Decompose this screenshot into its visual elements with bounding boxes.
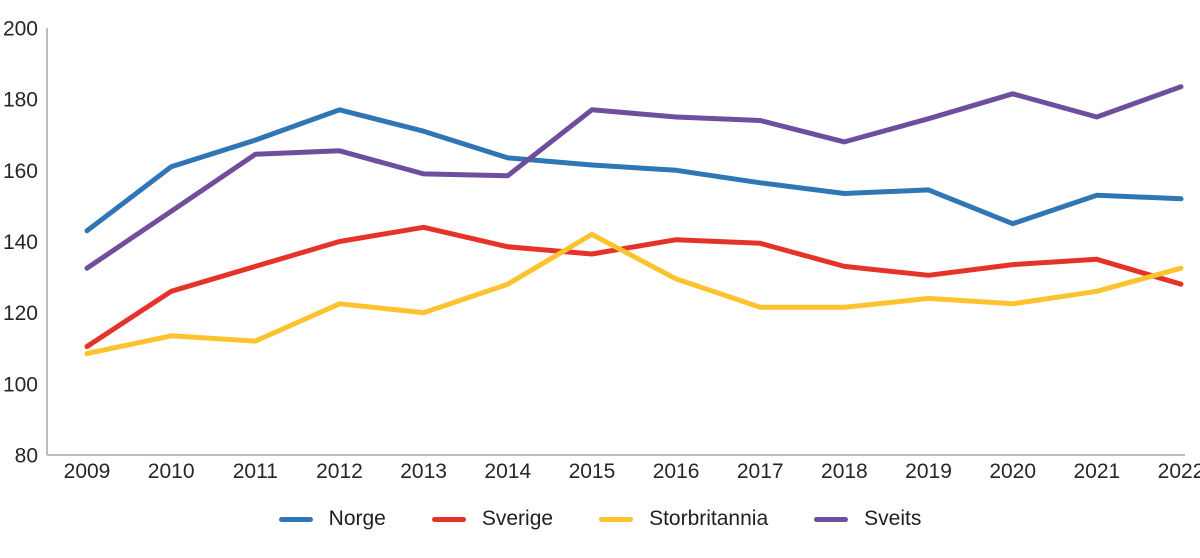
legend-item-storbritannia: Storbritannia [599,507,768,531]
legend-swatch-icon [599,516,634,522]
series-line-sveits [84,84,1184,271]
x-axis-tick-label: 2013 [400,460,447,483]
chart-canvas: 80 100 120 140 160 180 200 2009 2010 2011 2012 2013… [3,18,1200,483]
y-axis-tick-label: 100 [3,373,38,396]
x-axis-tick-label: 2014 [484,460,531,483]
legend-swatch-icon [278,516,313,522]
x-axis-tick-label: 2012 [316,460,363,483]
legend-item-sveits: Sveits [814,507,921,531]
y-axis-tick-label: 80 [15,445,38,468]
series-line-sverige [84,224,1184,349]
x-axis-tick-label: 2017 [737,460,784,483]
x-axis-tick-label: 2018 [821,460,868,483]
x-axis-tick-label: 2016 [653,460,700,483]
y-axis-tick-label: 200 [3,18,38,41]
legend-item-sverige: Sverige [431,507,554,531]
legend-label: Sverige [481,507,554,530]
y-axis-tick-label: 160 [3,160,38,183]
y-axis-tick-label: 120 [3,302,38,325]
y-axis-tick-label: 140 [3,231,38,254]
series-line-norge [84,107,1184,234]
legend-swatch-icon [431,516,466,522]
x-axis-tick-label: 2020 [989,460,1036,483]
y-axis-tick-label: 180 [3,89,38,112]
series-line-storbritannia [84,231,1184,357]
x-axis-tick-label: 2021 [1073,460,1120,483]
legend-label: Norge [328,507,386,530]
x-axis-tick-label: 2010 [148,460,195,483]
x-axis-tick-label: 2022 [1158,460,1200,483]
x-axis-tick-label: 2009 [64,460,111,483]
x-axis-tick-label: 2019 [905,460,952,483]
legend-label: Storbritannia [649,507,769,530]
x-axis-tick-label: 2011 [233,460,278,483]
x-axis-tick-label: 2015 [569,460,616,483]
legend-swatch-icon [814,516,849,522]
legend-label: Sveits [864,507,922,530]
chart-legend: Norge Sverige Storbritannia Sveits [0,507,1200,531]
legend-item-norge: Norge [278,507,386,531]
